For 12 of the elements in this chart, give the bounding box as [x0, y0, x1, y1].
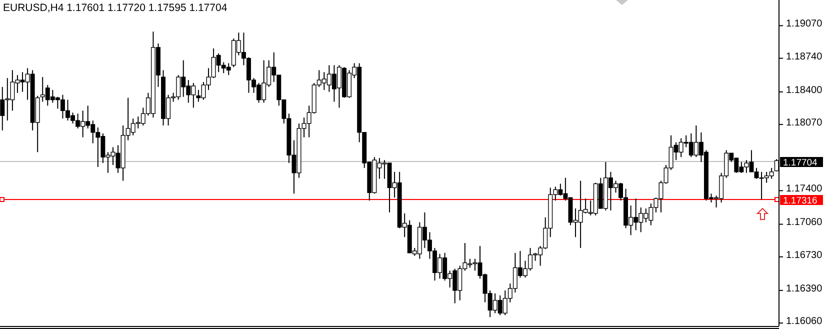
ref-line-label: 1.17704 — [783, 158, 818, 168]
ref-line-label: 1.17316 — [783, 196, 818, 206]
chart-title: EURUSD,H4 1.17601 1.17720 1.17595 1.17704 — [3, 2, 228, 14]
y-tick-label: 1.16060 — [786, 316, 823, 328]
y-tick-label: 1.17400 — [786, 184, 823, 195]
y-tick-label: 1.16390 — [786, 283, 823, 294]
y-tick-label: 1.18070 — [786, 117, 823, 128]
y-tick-label: 1.16730 — [786, 250, 823, 261]
y-tick-label: 1.18740 — [786, 51, 823, 62]
y-tick-label: 1.17060 — [786, 217, 823, 228]
y-tick-label: 1.19070 — [786, 18, 823, 30]
y-tick-label: 1.18400 — [786, 84, 823, 96]
